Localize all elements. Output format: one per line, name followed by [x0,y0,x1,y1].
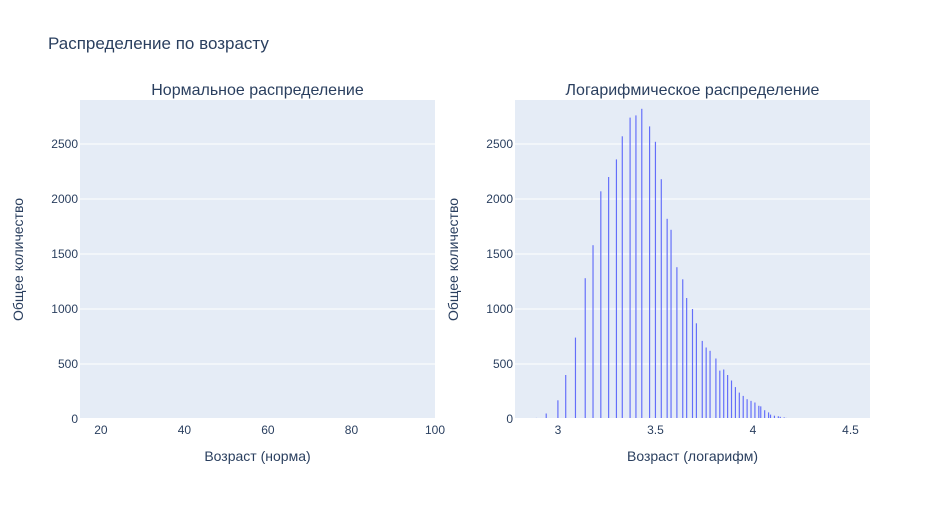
subplot-2-bar [641,109,642,419]
subplot-2-x-tick-label: 3 [555,423,562,437]
subplot-2-x-tick-label: 4.5 [842,423,859,437]
subplot-2-y-tick-label: 1000 [486,302,513,316]
subplot-2-bar [670,230,671,419]
subplot-2-bar [723,370,724,420]
subplot-1-plot-area [80,100,435,419]
subplot-2-bar [575,338,576,419]
subplot-1-y-tick-label: 1000 [51,302,78,316]
subplot-2-bar [565,375,566,419]
subplot-2-x-tick-label: 3.5 [647,423,664,437]
subplot-1-y-tick-label: 1500 [51,247,78,261]
subplot-2-bar [655,142,656,419]
subplot-1-y-tick-label: 0 [71,412,78,426]
subplot-2-bar [557,400,558,419]
subplot-2-bar [676,267,677,419]
subplot-2-y-tick-label: 500 [493,357,513,371]
subplot-1-x-tick-label: 20 [94,423,108,437]
subplot-2-bar [661,179,662,419]
subplot-1-x-tick-label: 40 [178,423,192,437]
subplot-1-title: Нормальное распределение [151,82,364,99]
subplot-2-bar [600,191,601,419]
subplot-1-y-tick-label: 2000 [51,192,78,206]
subplot-2-bar [686,298,687,419]
subplot-2-bar [719,371,720,419]
subplot-1-x-tick-label: 60 [261,423,275,437]
subplot-2-bar [622,136,623,419]
subplot-2-bar [696,323,697,419]
figure-title: Распределение по возрасту [48,34,269,54]
subplot-2-bar [754,403,755,420]
subplot-2-bar [635,115,636,419]
subplot-2-bar [706,348,707,420]
subplot-2-bar [649,126,650,419]
subplot-2-bar [682,279,683,419]
subplot-2-bar [750,401,751,419]
subplot-2-x-tick-label: 4 [750,423,757,437]
subplot-1-y-axis-label: Общее количество [10,198,26,321]
subplot-2-bar [760,406,761,419]
subplot-2-bar [731,381,732,420]
subplot-2-bar [739,393,740,419]
subplot-2-bar [764,410,765,419]
subplot-2-x-axis-label: Возраст (логарифм) [627,448,758,464]
subplot-2-bar [735,387,736,419]
subplot-2-bar [585,278,586,419]
subplot-2-bar [608,177,609,419]
subplot-1-y-tick-label: 2500 [51,137,78,151]
subplot-2-y-tick-label: 2500 [486,137,513,151]
subplot-2-bar [629,118,630,419]
subplot-2-bar [747,399,748,419]
subplot-2-y-tick-label: 1500 [486,247,513,261]
subplot-2-bar [709,351,710,419]
subplot-2-title: Логарифмическое распределение [566,82,820,99]
subplot-2-bar [727,375,728,419]
subplot-1-x-tick-label: 100 [425,423,445,437]
subplot-2-bar [715,359,716,420]
subplot-2-bar [743,396,744,419]
subplot-2-bar [616,159,617,419]
subplot-2-y-tick-label: 2000 [486,192,513,206]
subplot-2-bar [592,245,593,419]
subplot-1-x-tick-label: 80 [345,423,359,437]
subplot-2-y-tick-label: 0 [506,412,513,426]
subplot-2-y-axis-label: Общее количество [445,198,461,321]
subplot-2-bar [667,219,668,419]
subplot-1-y-tick-label: 500 [58,357,78,371]
subplot-1-x-axis-label: Возраст (норма) [204,448,310,464]
subplot-2-bar [702,341,703,419]
subplot-2-bar [692,309,693,419]
subplot-2-bar [758,406,759,419]
